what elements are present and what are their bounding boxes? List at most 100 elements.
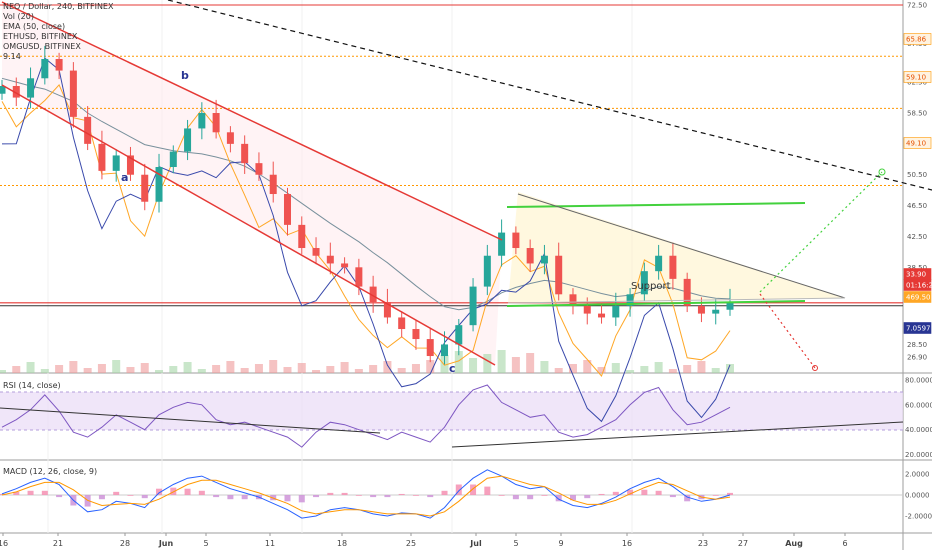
candle-body <box>726 302 734 310</box>
signal-line <box>1 475 731 517</box>
macd-histogram-bar <box>684 495 691 502</box>
candle-body <box>226 132 234 144</box>
price-axis[interactable]: 72.5067.5062.5058.5054.5050.5046.5042.50… <box>903 2 932 521</box>
time-tick-label: 18 <box>337 539 347 548</box>
candle-body <box>27 78 35 98</box>
candle-body <box>198 113 206 129</box>
wave-label-b: b <box>181 69 189 82</box>
rsi-label[interactable]: RSI (14, close) <box>3 381 61 390</box>
indicator-omgusd[interactable]: OMGUSD, BITFINEX <box>3 42 81 51</box>
price-tag-label: 469.50 <box>906 294 931 302</box>
rsi-tick-label: 40.0000 <box>905 426 932 434</box>
price-tick-label: 38.50 <box>907 264 927 272</box>
volume-bar <box>540 361 549 373</box>
bullish-projection <box>759 171 883 293</box>
macd-histogram-bar <box>313 495 320 498</box>
volume-bar <box>611 363 620 373</box>
macd-histogram-bar <box>127 495 134 496</box>
rsi-pane[interactable] <box>0 384 904 448</box>
candle-body <box>655 255 663 272</box>
macd-histogram-bar <box>298 495 305 503</box>
macd-histogram-bar <box>341 492 348 495</box>
macd-histogram-bar <box>527 495 534 500</box>
macd-histogram-bar <box>584 495 591 499</box>
macd-histogram-bar <box>184 488 191 495</box>
volume-bar <box>697 361 706 373</box>
macd-histogram-bar <box>727 492 733 495</box>
volume-bar <box>354 369 363 373</box>
volume-bar <box>626 370 635 373</box>
candle-body <box>441 344 449 357</box>
volume-bar <box>711 368 720 373</box>
price-tick-label: 58.50 <box>907 110 927 118</box>
candle-body <box>398 317 406 330</box>
candle-body <box>612 305 620 318</box>
volume-bar <box>583 360 592 373</box>
price-tag <box>903 137 932 149</box>
price-tag <box>903 71 932 83</box>
macd-histogram-bar <box>370 495 377 498</box>
volume-bar <box>269 360 278 373</box>
macd-histogram-bar <box>441 490 448 495</box>
macd-pane[interactable] <box>0 469 903 519</box>
volume-bar <box>155 370 164 373</box>
macd-histogram-bar <box>569 495 576 501</box>
volume-bar <box>297 363 306 373</box>
macd-histogram-bar <box>555 495 562 502</box>
candle-body <box>626 294 634 306</box>
horizontal-levels[interactable] <box>0 4 903 307</box>
projection-target-marker <box>812 365 818 371</box>
volume-bars <box>0 350 734 373</box>
wave-label-c: c <box>449 362 456 375</box>
macd-histogram-bar <box>427 495 434 498</box>
macd-histogram-bar <box>141 495 148 499</box>
volume-bar <box>383 361 392 373</box>
candle-body <box>55 59 63 71</box>
time-tick-label: 27 <box>738 539 748 548</box>
price-tag-label: 33.90 <box>906 271 926 279</box>
rsi-trendline-up <box>451 421 904 448</box>
price-tag-label: 59.10 <box>906 74 926 82</box>
indicator-volume[interactable]: Vol (20) <box>3 12 34 21</box>
volume-bar <box>568 364 577 373</box>
macd-tick-label: -2.0000 <box>905 513 932 521</box>
candle-body <box>498 232 506 256</box>
price-tag <box>903 33 932 45</box>
candle-body <box>455 325 463 345</box>
macd-histogram-bar <box>598 493 605 495</box>
macd-histogram-bar <box>213 495 220 498</box>
macd-label[interactable]: MACD (12, 26, close, 9) <box>3 467 98 476</box>
macd-histogram-bar <box>669 495 676 498</box>
indicator-ethusd[interactable]: ETHUSD, BITFINEX <box>3 32 78 41</box>
macd-histogram-bar <box>612 491 619 495</box>
volume-bar <box>654 362 663 373</box>
macd-histogram-bar <box>512 495 519 500</box>
volume-bar <box>140 363 149 373</box>
candle-body <box>540 255 548 264</box>
volume-bar <box>369 365 378 373</box>
volume-bar <box>312 370 321 373</box>
wave-label-a: a <box>121 171 128 184</box>
price-tick-label: 42.50 <box>907 233 927 241</box>
candle-body <box>512 232 520 249</box>
bearish-projection <box>759 293 816 369</box>
time-tick-label: Aug <box>785 539 803 548</box>
volume-bar <box>40 369 49 373</box>
time-axis[interactable]: 16 21 28 Jun 5 11 18 25 Jul 5 9 16 23 27 Aug 6 <box>0 533 848 548</box>
candle-body <box>155 167 163 202</box>
macd-histogram-bar <box>398 493 405 495</box>
macd-histogram-bar <box>498 495 505 496</box>
drawing-tools[interactable]: a b c Support <box>1 0 932 375</box>
candle-body <box>126 155 134 175</box>
indicator-ema[interactable]: EMA (50, close) <box>3 22 66 31</box>
descending-channel-fill <box>2 2 502 365</box>
time-tick-label: 5 <box>203 539 208 548</box>
candle-body <box>141 174 149 202</box>
macd-histogram-bar <box>384 495 391 498</box>
symbol-title[interactable]: NEO / Dollar, 240, BITFINEX <box>3 2 114 11</box>
volume-bar <box>426 360 435 373</box>
macd-histogram-bar <box>470 484 477 495</box>
support-label: Support <box>631 281 671 292</box>
